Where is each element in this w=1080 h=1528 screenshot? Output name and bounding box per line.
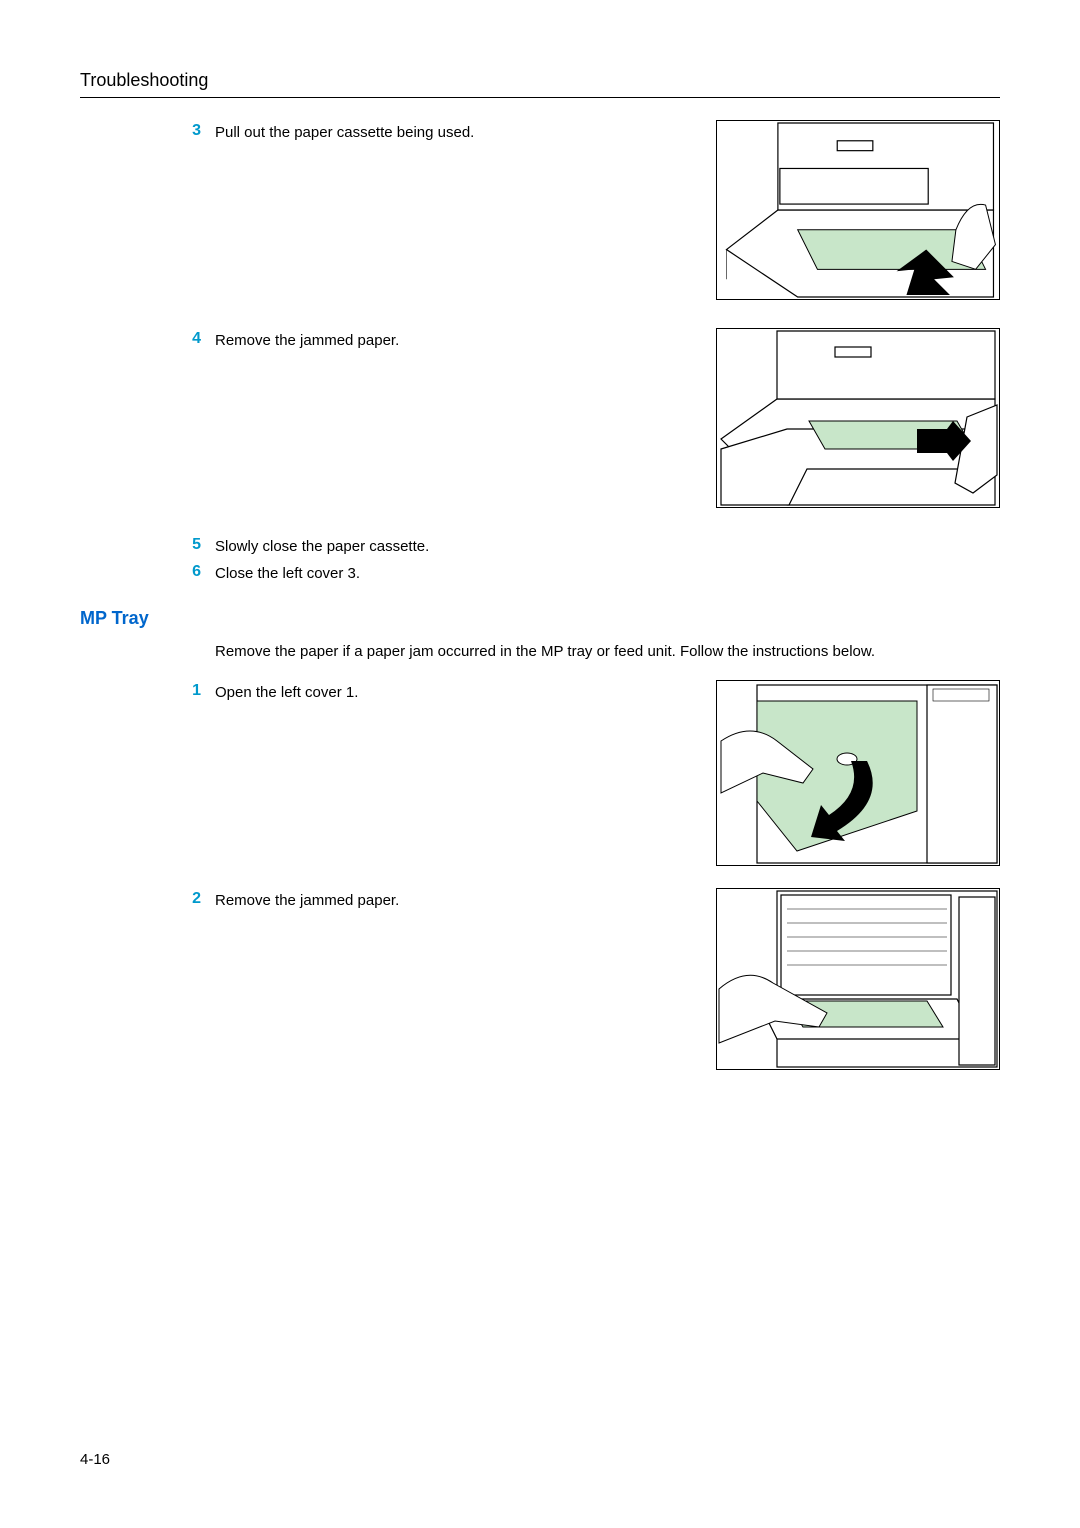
step-number: 3 — [80, 122, 215, 140]
step-row: 2 Remove the jammed paper. — [80, 888, 1000, 1078]
page-number: 4-16 — [80, 1451, 110, 1468]
section-title: Troubleshooting — [80, 70, 1000, 93]
step-row: 6 Close the left cover 3. — [80, 563, 1000, 584]
step-text: Pull out the paper cassette being used. — [215, 122, 696, 143]
manual-page: Troubleshooting 3 Pull out the paper cas… — [0, 0, 1080, 1528]
step-row: 1 Open the left cover 1. — [80, 680, 1000, 870]
subheading-mp-tray: MP Tray — [80, 608, 1000, 629]
step-left: 1 Open the left cover 1. — [80, 680, 716, 703]
step-row: 4 Remove the jammed paper. — [80, 328, 1000, 518]
step-left: 6 Close the left cover 3. — [80, 563, 1000, 584]
step-text: Remove the jammed paper. — [215, 890, 696, 911]
step-left: 4 Remove the jammed paper. — [80, 328, 716, 351]
step-figure — [716, 120, 1000, 300]
step-text: Remove the jammed paper. — [215, 330, 696, 351]
step-figure — [716, 680, 1000, 866]
step-row: 3 Pull out the paper cassette being used… — [80, 120, 1000, 310]
mp-intro-text: Remove the paper if a paper jam occurred… — [215, 641, 1000, 662]
section-rule — [80, 97, 1000, 98]
step-number: 2 — [80, 890, 215, 908]
step-figure — [716, 888, 1000, 1070]
step-number: 1 — [80, 682, 215, 700]
step-number: 5 — [80, 536, 215, 554]
step-figure — [716, 328, 1000, 508]
step-text: Close the left cover 3. — [215, 563, 980, 584]
step-left: 3 Pull out the paper cassette being used… — [80, 120, 716, 143]
step-text: Open the left cover 1. — [215, 682, 696, 703]
step-number: 6 — [80, 563, 215, 581]
step-left: 5 Slowly close the paper cassette. — [80, 536, 1000, 557]
step-left: 2 Remove the jammed paper. — [80, 888, 716, 911]
step-row: 5 Slowly close the paper cassette. — [80, 536, 1000, 557]
step-number: 4 — [80, 330, 215, 348]
step-text: Slowly close the paper cassette. — [215, 536, 980, 557]
